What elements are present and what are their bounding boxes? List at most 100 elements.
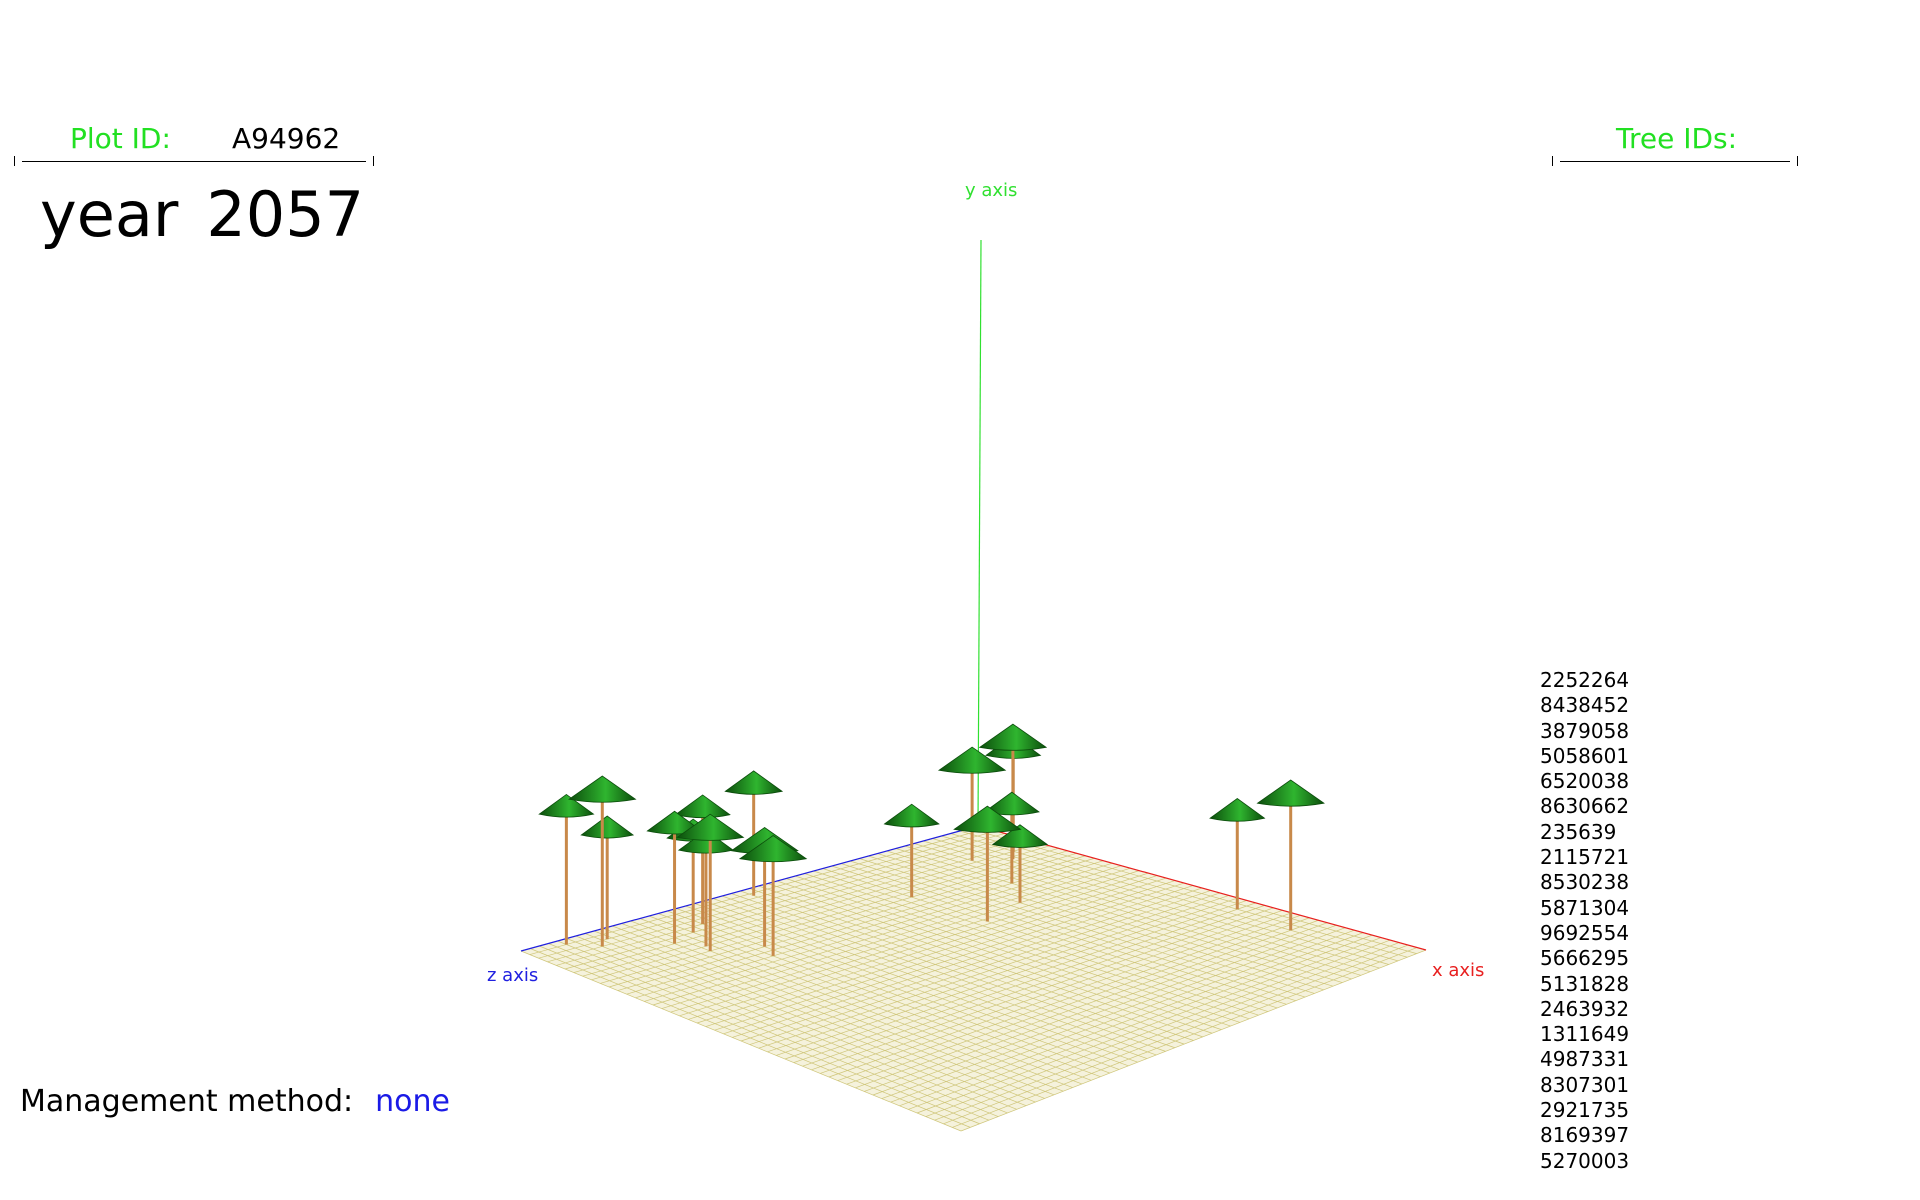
ground-grid: [520, 825, 1427, 1132]
grid-line: [657, 913, 1101, 1078]
tree-crown: [738, 835, 808, 863]
tree-id-item: 9692554: [1540, 920, 1630, 945]
grid-line: [776, 897, 1238, 1056]
grid-line: [731, 893, 1176, 1049]
grid-line: [890, 929, 1355, 1103]
grid-line: [934, 942, 1400, 1121]
grid-line: [952, 947, 1418, 1128]
grid-line: [721, 895, 1166, 1052]
grid-line: [566, 938, 1008, 1114]
tree[interactable]: [676, 813, 745, 951]
tree-id-item: 6520038: [1540, 769, 1630, 794]
grid-line: [621, 923, 1064, 1092]
grid-line: [881, 927, 1346, 1099]
tree[interactable]: [1256, 779, 1325, 931]
z-axis-line: [520, 825, 979, 952]
tree-crown: [978, 723, 1048, 751]
tree-id-item: 2115721: [1540, 845, 1630, 870]
plot-id-field: Plot ID: A94962: [14, 122, 374, 166]
x-axis-label: x axis: [1432, 960, 1484, 981]
z-axis-label: z axis: [487, 965, 538, 986]
grid-line: [584, 933, 1027, 1106]
tree-ids-underline: [1560, 161, 1790, 162]
tree-id-item: 8169397: [1540, 1123, 1630, 1148]
tree-crown: [991, 824, 1049, 848]
grid-line: [639, 918, 1083, 1085]
tree[interactable]: [1209, 798, 1266, 910]
grid-line: [899, 932, 1364, 1107]
tree-id-item: 5871304: [1540, 895, 1630, 920]
trees: [538, 723, 1325, 956]
grid-line: [740, 890, 1185, 1045]
grid-line: [837, 914, 1301, 1081]
grid-line: [749, 890, 1212, 1045]
grid-line: [712, 898, 1157, 1056]
grid-line: [916, 937, 1382, 1114]
grid-line: [864, 922, 1328, 1092]
grid-line: [575, 935, 1017, 1110]
tree[interactable]: [991, 824, 1049, 903]
grid-line: [694, 903, 1138, 1063]
tree-id-item: 5270003: [1540, 1148, 1630, 1173]
tree[interactable]: [883, 803, 940, 898]
tree[interactable]: [738, 835, 808, 956]
year-display: year 2057: [40, 178, 364, 251]
tree-ids-field: Tree IDs:: [1552, 122, 1798, 166]
tree-ids-tick-right: [1797, 156, 1798, 166]
management-method: Management method: none: [20, 1084, 450, 1119]
tree-ids-tick-left: [1552, 156, 1553, 166]
tree[interactable]: [953, 805, 1022, 922]
axes: x axis y axis z axis: [487, 180, 1484, 986]
grid-line: [557, 940, 999, 1117]
year-value: 2057: [206, 178, 365, 251]
grid-line: [630, 920, 1073, 1088]
y-axis-label: y axis: [965, 180, 1017, 201]
tree[interactable]: [538, 793, 595, 945]
grid-line: [908, 934, 1373, 1110]
tree-id-item: 2463932: [1540, 996, 1630, 1021]
tree-crown: [676, 813, 745, 841]
tree-id-item: 2921735: [1540, 1098, 1630, 1123]
grid-line: [802, 905, 1265, 1067]
grid-line: [667, 910, 1110, 1074]
plot-id-tick-right: [373, 156, 374, 166]
grid-line: [648, 915, 1092, 1081]
management-method-label: Management method:: [20, 1084, 354, 1119]
year-label: year: [40, 178, 179, 251]
tree-crown: [568, 775, 637, 803]
grid-line: [520, 950, 962, 1132]
grid-line: [749, 888, 1194, 1041]
grid-line: [612, 925, 1055, 1096]
grid-line: [539, 945, 980, 1125]
tree-id-item: 4987331: [1540, 1047, 1630, 1072]
tree-id-item: 235639: [1540, 819, 1617, 844]
grid-line: [811, 907, 1274, 1071]
tree-id-item: 5666295: [1540, 946, 1630, 971]
tree[interactable]: [568, 775, 637, 947]
ground-plane: [521, 826, 1426, 1131]
grid-line: [676, 908, 1120, 1070]
tree-crown: [724, 770, 784, 795]
tree-id-item: 8438452: [1540, 693, 1630, 718]
grid-line: [603, 928, 1045, 1099]
plot-id-value: A94962: [232, 122, 341, 155]
grid-line: [784, 900, 1247, 1060]
tree[interactable]: [677, 829, 735, 947]
tree-crown: [937, 746, 1007, 774]
grid-line: [758, 892, 1221, 1049]
tree-id-item: 5058601: [1540, 743, 1630, 768]
tree-ids-label: Tree IDs:: [1616, 122, 1738, 155]
grid-line: [703, 900, 1148, 1059]
grid-line: [846, 917, 1310, 1085]
tree-id-item: 8630662: [1540, 794, 1630, 819]
plot-id-label: Plot ID:: [70, 122, 171, 155]
grid-line: [548, 943, 990, 1121]
tree-crown: [538, 793, 595, 818]
tree[interactable]: [580, 815, 635, 940]
tree[interactable]: [937, 746, 1007, 861]
tree-crown: [953, 805, 1022, 833]
grid-line: [820, 909, 1283, 1074]
tree-id-item: 1311649: [1540, 1022, 1630, 1047]
